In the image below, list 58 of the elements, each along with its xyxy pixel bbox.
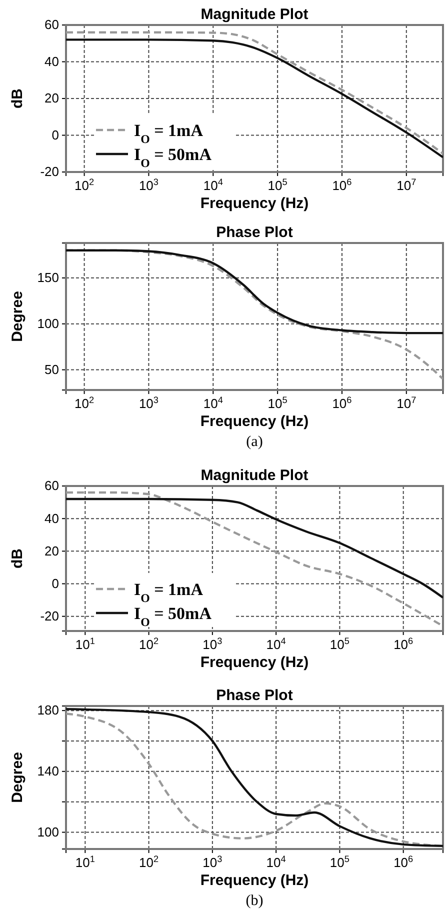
x-tick-label: 10$^{7}$ bbox=[396, 177, 416, 193]
text: (b) bbox=[246, 893, 264, 909]
x-tick-label: 10$^{4}$ bbox=[266, 636, 286, 652]
y-tick-label: 20 bbox=[44, 90, 59, 106]
x-tick-label: 10$^{2}$ bbox=[74, 177, 94, 193]
x-axis-title: Frequency (Hz) bbox=[200, 195, 309, 212]
chart-title: Phase Plot bbox=[216, 687, 293, 704]
y-tick-label: 20 bbox=[44, 543, 59, 558]
y-tick-label: 60 bbox=[44, 478, 59, 494]
x-axis-title: Frequency (Hz) bbox=[200, 413, 309, 430]
y-tick-label: -20 bbox=[40, 608, 59, 624]
x-tick-label: 10$^{2}$ bbox=[139, 854, 159, 870]
x-tick-label: 10$^{3}$ bbox=[138, 177, 158, 193]
legend-label: I$_{O}$ = 1mA bbox=[134, 580, 204, 605]
chart-title: Phase Plot bbox=[216, 224, 293, 241]
y-tick-label: 0 bbox=[52, 576, 59, 591]
y-tick-label: 150 bbox=[37, 270, 59, 286]
x-tick-label: 10$^{6}$ bbox=[394, 854, 414, 870]
x-tick-label: 10$^{4}$ bbox=[203, 395, 223, 411]
x-tick-label: 10$^{6}$ bbox=[332, 177, 352, 193]
x-tick-label: 10$^{5}$ bbox=[268, 177, 288, 193]
y-tick-label: 100 bbox=[37, 316, 59, 332]
x-tick-label: 10$^{1}$ bbox=[75, 636, 95, 652]
legend-label: I$_{O}$ = 50mA bbox=[134, 145, 212, 170]
y-axis-title: dB bbox=[9, 548, 26, 568]
x-tick-label: 10$^{4}$ bbox=[266, 854, 286, 870]
text: (a) bbox=[246, 434, 263, 450]
x-tick-label: 10$^{3}$ bbox=[138, 395, 158, 411]
x-tick-label: 10$^{3}$ bbox=[202, 636, 222, 652]
chart-title: Magnitude Plot bbox=[200, 467, 308, 484]
x-tick-label: 10$^{6}$ bbox=[394, 636, 414, 652]
y-tick-label: 60 bbox=[44, 17, 59, 32]
y-tick-label: 100 bbox=[37, 824, 59, 840]
x-tick-label: 10$^{7}$ bbox=[396, 395, 416, 411]
y-tick-label: -20 bbox=[40, 164, 59, 180]
legend-label: I$_{O}$ = 50mA bbox=[134, 604, 212, 629]
y-tick-label: 40 bbox=[44, 510, 59, 526]
x-tick-label: 10$^{4}$ bbox=[203, 177, 223, 193]
y-tick-label: 50 bbox=[44, 362, 59, 377]
y-tick-label: 40 bbox=[44, 54, 59, 69]
x-tick-label: 10$^{2}$ bbox=[139, 636, 159, 652]
y-tick-label: 0 bbox=[52, 127, 59, 142]
y-axis-title: Degree bbox=[9, 291, 26, 342]
x-tick-label: 10$^{1}$ bbox=[75, 854, 95, 870]
y-tick-label: 140 bbox=[37, 764, 59, 779]
y-axis-title: dB bbox=[9, 88, 26, 108]
legend-label: I$_{O}$ = 1mA bbox=[134, 121, 204, 146]
x-tick-label: 10$^{5}$ bbox=[330, 854, 350, 870]
x-tick-label: 10$^{5}$ bbox=[268, 395, 288, 411]
x-tick-label: 10$^{2}$ bbox=[74, 395, 94, 411]
x-tick-label: 10$^{3}$ bbox=[202, 854, 222, 870]
y-tick-label: 180 bbox=[37, 702, 59, 718]
x-axis-title: Frequency (Hz) bbox=[200, 654, 309, 671]
x-axis-title: Frequency (Hz) bbox=[200, 872, 309, 889]
chart-title: Magnitude Plot bbox=[200, 6, 308, 23]
y-axis-title: Degree bbox=[9, 752, 26, 803]
x-tick-label: 10$^{6}$ bbox=[332, 395, 352, 411]
x-tick-label: 10$^{5}$ bbox=[330, 636, 350, 652]
